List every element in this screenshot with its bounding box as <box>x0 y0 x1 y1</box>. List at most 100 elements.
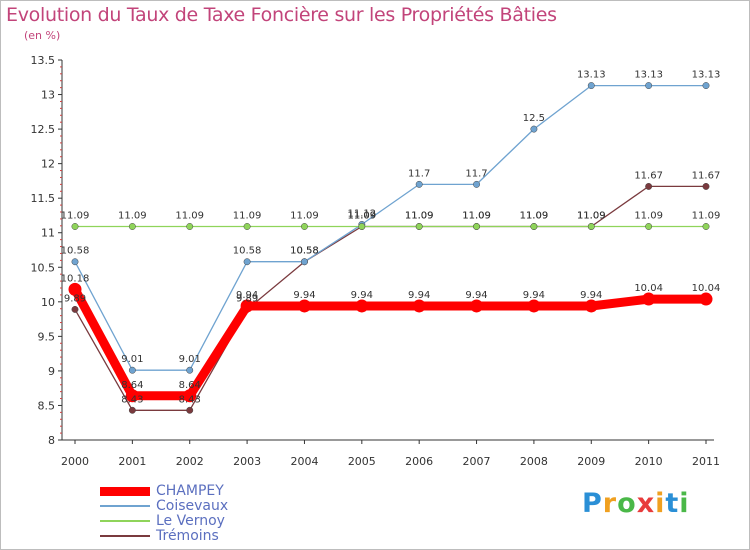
data-label: 10.58 <box>290 246 319 257</box>
data-point <box>125 389 139 403</box>
data-point <box>415 180 423 188</box>
data-label: 9.89 <box>64 293 86 304</box>
data-label: 9.89 <box>236 293 258 304</box>
data-label: 9.01 <box>179 354 201 365</box>
data-label: 11.09 <box>520 211 549 222</box>
data-label: 9.01 <box>121 354 143 365</box>
data-label: 11.09 <box>634 211 663 222</box>
data-label: 8.64 <box>179 380 201 391</box>
data-point <box>702 223 710 230</box>
legend-label: Trémoins <box>156 528 219 544</box>
data-point <box>699 292 713 306</box>
data-label: 11.09 <box>118 211 147 222</box>
data-label: 13.13 <box>692 70 721 81</box>
data-point <box>71 223 79 230</box>
legend-item-trémoins: Trémoins <box>100 528 340 544</box>
data-label: 11.12 <box>347 208 376 219</box>
data-point <box>301 258 308 266</box>
data-point <box>68 282 82 296</box>
data-label: 11.09 <box>405 211 434 222</box>
data-point <box>355 299 369 313</box>
data-label: 11.09 <box>520 211 549 222</box>
data-point <box>71 305 79 313</box>
data-label: 11.09 <box>692 211 721 222</box>
data-label: 11.09 <box>577 211 606 222</box>
data-label: 11.67 <box>634 170 663 181</box>
data-label: 13.13 <box>634 70 663 81</box>
data-point <box>702 82 710 90</box>
logo-letter: r <box>602 488 618 519</box>
data-label: 9.94 <box>351 290 373 301</box>
y-tick-label-1: 8.5 <box>38 399 56 412</box>
data-label: 11.09 <box>233 211 262 222</box>
x-tick-label-5: 2005 <box>348 455 376 468</box>
y-tick-label-8: 12 <box>41 158 55 171</box>
logo-letter: x <box>636 488 656 519</box>
data-label: 11.7 <box>465 168 487 179</box>
data-point <box>645 223 653 230</box>
data-point <box>473 223 480 230</box>
y-tick-label-3: 9.5 <box>38 330 56 343</box>
legend-label: Le Vernoy <box>156 513 225 529</box>
data-point <box>530 125 538 133</box>
series-line-coisevaux <box>74 84 707 371</box>
x-tick-label-2: 2002 <box>176 455 204 468</box>
x-tick-label-6: 2006 <box>405 455 433 468</box>
data-point <box>527 299 541 313</box>
series-line-trémoins <box>74 185 707 411</box>
data-label: 9.94 <box>465 290 487 301</box>
data-point <box>358 223 366 230</box>
logo-letter: o <box>617 488 637 519</box>
data-label: 9.94 <box>580 290 602 301</box>
y-tick-label-6: 11 <box>41 227 55 240</box>
data-label: 10.04 <box>692 283 721 294</box>
logo-letter: i <box>655 488 666 519</box>
data-point <box>183 389 197 403</box>
data-label: 10.58 <box>61 246 90 257</box>
data-label: 11.09 <box>347 211 376 222</box>
data-label: 11.09 <box>462 211 491 222</box>
y-tick-label-5: 10.5 <box>31 261 56 274</box>
legend-item-coisevaux: Coisevaux <box>100 498 340 514</box>
data-label: 10.04 <box>634 283 663 294</box>
legend-label: CHAMPEY <box>156 483 224 499</box>
data-point <box>530 223 538 230</box>
data-point <box>645 182 653 190</box>
data-label: 9.94 <box>236 290 258 301</box>
y-tick-label-0: 8 <box>48 434 55 447</box>
logo-letter: i <box>679 488 690 519</box>
logo-letter: t <box>665 488 680 519</box>
x-tick-label-11: 2011 <box>692 455 720 468</box>
data-point <box>702 182 710 190</box>
y-tick-label-2: 9 <box>48 365 55 378</box>
data-label: 11.09 <box>175 211 204 222</box>
data-label: 11.09 <box>577 211 606 222</box>
y-tick-label-7: 11.5 <box>31 192 56 205</box>
data-label: 11.09 <box>290 211 319 222</box>
data-label: 12.5 <box>523 113 545 124</box>
legend-swatch <box>100 505 150 507</box>
x-tick-label-8: 2008 <box>520 455 548 468</box>
data-point <box>642 292 656 306</box>
proxiti-logo: Proxiti <box>582 488 690 519</box>
chart-title: Evolution du Taux de Taxe Foncière sur l… <box>6 4 557 26</box>
data-point <box>243 258 251 266</box>
data-point <box>415 223 423 230</box>
y-tick-label-9: 12.5 <box>31 123 56 136</box>
y-tick-label-10: 13 <box>41 89 55 102</box>
data-point <box>473 180 480 188</box>
data-label: 11.09 <box>347 211 376 222</box>
data-point <box>71 258 79 266</box>
data-point <box>584 299 598 313</box>
data-point <box>243 223 251 230</box>
chart-legend: CHAMPEY Coisevaux Le Vernoy Trémoins <box>100 483 340 544</box>
data-point <box>297 299 311 313</box>
data-label: 10.58 <box>233 246 262 257</box>
data-point <box>186 223 194 230</box>
x-tick-label-4: 2004 <box>290 455 318 468</box>
data-point <box>186 366 194 374</box>
legend-swatch <box>100 535 150 537</box>
data-point <box>240 299 254 313</box>
data-label: 8.64 <box>121 380 143 391</box>
data-point <box>128 223 136 230</box>
